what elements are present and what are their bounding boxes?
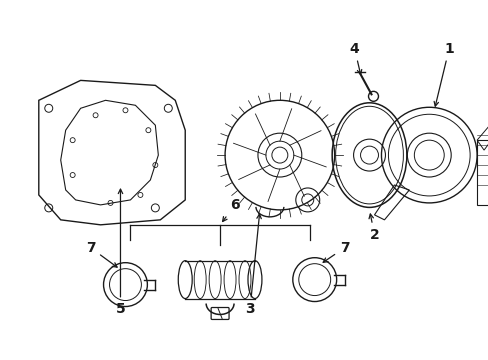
Text: 2: 2 (368, 214, 379, 242)
Text: 4: 4 (349, 41, 361, 74)
Text: 3: 3 (244, 214, 261, 316)
Text: 7: 7 (323, 241, 349, 262)
Text: 5: 5 (115, 189, 125, 316)
Text: 1: 1 (433, 41, 453, 106)
Text: 7: 7 (85, 241, 117, 267)
Text: 6: 6 (222, 198, 239, 221)
